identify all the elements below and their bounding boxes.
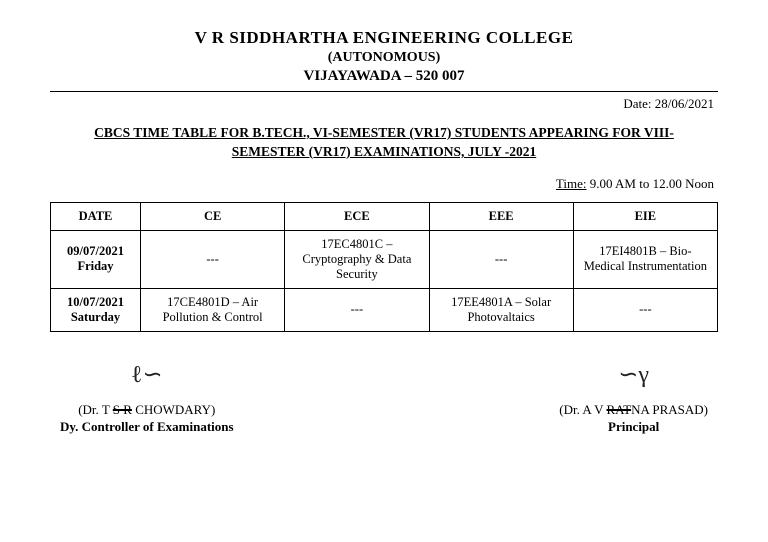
time-label: Time: <box>556 176 587 191</box>
signer-name-left: (Dr. T S R CHOWDARY) <box>78 402 215 418</box>
time-value: 9.00 AM to 12.00 Noon <box>587 176 714 191</box>
table-row: 10/07/2021 Saturday 17CE4801D – Air Poll… <box>51 288 718 331</box>
signer-title-right: Principal <box>559 419 708 435</box>
cell-ece: --- <box>285 288 429 331</box>
exam-time: Time: 9.00 AM to 12.00 Noon <box>50 176 718 192</box>
signatures-row: ℓ∽ (Dr. T S R CHOWDARY) Dy. Controller o… <box>50 402 718 435</box>
col-ece: ECE <box>285 202 429 230</box>
autonomous-label: (AUTONOMOUS) <box>50 50 718 66</box>
table-row: 09/07/2021 Friday --- 17EC4801C – Crypto… <box>51 230 718 288</box>
header-divider <box>50 91 718 92</box>
signer-name-right: (Dr. A V RATNA PRASAD) <box>559 402 708 418</box>
college-name: V R SIDDHARTHA ENGINEERING COLLEGE <box>50 28 718 48</box>
cell-ce: --- <box>141 230 285 288</box>
cell-ce: 17CE4801D – Air Pollution & Control <box>141 288 285 331</box>
city-label: VIJAYAWADA – 520 007 <box>50 68 718 85</box>
signature-left: ℓ∽ (Dr. T S R CHOWDARY) Dy. Controller o… <box>60 402 234 435</box>
cell-eee: --- <box>429 230 573 288</box>
cell-eee: 17EE4801A – Solar Photovaltaics <box>429 288 573 331</box>
cell-ece: 17EC4801C – Cryptography & Data Security <box>285 230 429 288</box>
cell-eie: 17EI4801B – Bio-Medical Instrumentation <box>573 230 717 288</box>
cell-date: 09/07/2021 Friday <box>51 230 141 288</box>
signer-title-left: Dy. Controller of Examinations <box>60 419 234 435</box>
col-eie: EIE <box>573 202 717 230</box>
document-header: V R SIDDHARTHA ENGINEERING COLLEGE (AUTO… <box>50 28 718 85</box>
signature-mark-icon: ℓ∽ <box>131 360 163 389</box>
col-ce: CE <box>141 202 285 230</box>
signature-right: ∽γ (Dr. A V RATNA PRASAD) Principal <box>559 402 708 435</box>
signature-mark-icon: ∽γ <box>618 360 649 389</box>
col-date: DATE <box>51 202 141 230</box>
cell-date: 10/07/2021 Saturday <box>51 288 141 331</box>
document-date: Date: 28/06/2021 <box>50 96 718 112</box>
table-header-row: DATE CE ECE EEE EIE <box>51 202 718 230</box>
cell-eie: --- <box>573 288 717 331</box>
timetable: DATE CE ECE EEE EIE 09/07/2021 Friday --… <box>50 202 718 332</box>
document-subtitle: CBCS TIME TABLE FOR B.TECH., VI-SEMESTER… <box>50 124 718 162</box>
col-eee: EEE <box>429 202 573 230</box>
